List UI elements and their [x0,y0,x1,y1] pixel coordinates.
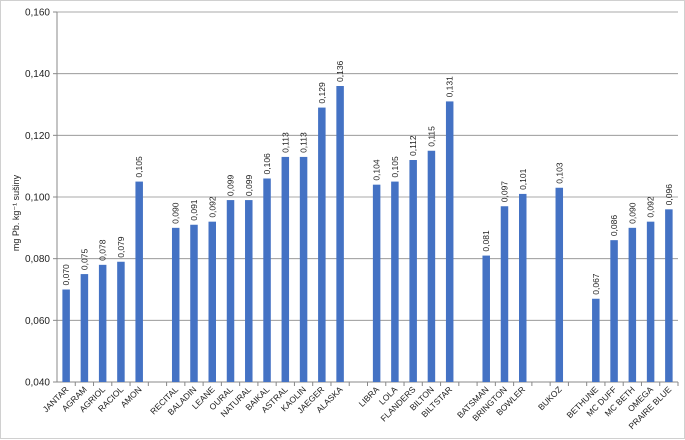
bar [171,227,180,382]
data-label: 0,075 [79,249,89,271]
bar [117,261,125,382]
data-label: 0,112 [408,135,418,156]
bar [135,181,143,382]
bar [519,193,527,382]
data-label: 0,131 [445,76,455,98]
data-label: 0,081 [481,230,491,252]
y-tick-label: 0,160 [25,8,50,19]
y-tick-label: 0,140 [25,69,50,80]
data-label: 0,097 [499,181,509,203]
bar [281,156,290,382]
bar [445,101,454,383]
y-tick-label: 0,080 [25,254,50,265]
data-label: 0,096 [664,184,674,206]
data-label: 0,090 [627,202,637,224]
y-tick-label: 0,040 [25,378,50,389]
gridlines [57,11,678,383]
data-label: 0,091 [189,199,199,221]
data-label: 0,129 [317,82,327,104]
data-label: 0,078 [98,239,108,261]
bar [665,209,673,382]
bar [318,107,326,382]
bar [226,200,235,382]
data-label: 0,067 [591,273,601,295]
data-label: 0,103 [554,162,564,184]
bar [592,298,600,382]
data-label: 0,105 [390,156,400,178]
bar [500,206,509,382]
data-label: 0,086 [609,215,619,237]
data-label: 0,092 [646,196,656,218]
y-axis-title: mg Pb. kg⁻¹ sušiny [11,174,21,251]
bars [62,86,673,383]
x-category-label: LIBRA [357,384,382,409]
bar [336,86,344,382]
bar [372,184,381,382]
data-label: 0,090 [171,202,181,224]
bar [245,200,253,382]
bar [555,187,564,382]
data-label: 0,092 [207,196,217,218]
data-label: 0,136 [335,60,345,82]
bar [62,289,70,382]
x-category-label: AMON [119,384,144,409]
bar [80,274,89,382]
y-tick-labels: 0,040 0,060 0,080 0,100 0,120 0,140 0,160 [25,8,50,389]
bar [610,240,618,382]
y-tick-label: 0,120 [25,131,50,142]
data-label: 0,115 [426,126,436,147]
data-label: 0,113 [299,132,309,153]
data-labels: 0,070 0,075 0,078 0,079 0,105 0,090 0,091 0,092… [61,60,674,294]
bar [409,160,417,382]
y-tick-label: 0,100 [25,193,50,204]
x-category-label: BUKOZ [536,384,564,412]
data-label: 0,099 [244,175,254,197]
bar [299,156,308,382]
y-tick-label: 0,060 [25,316,50,327]
bar [391,181,399,382]
data-label: 0,079 [116,236,126,258]
data-label: 0,106 [262,153,272,175]
bar [190,224,198,382]
data-label: 0,101 [518,168,528,190]
bar [208,221,216,382]
data-label: 0,099 [226,175,236,197]
bar [646,221,655,382]
bar [427,150,436,382]
data-label: 0,070 [61,264,71,286]
bar [628,227,637,382]
axes [53,11,679,386]
data-label: 0,113 [280,132,290,153]
data-label: 0,105 [134,156,144,178]
bar [482,255,490,382]
bar [98,264,107,382]
bar [263,178,271,382]
data-label: 0,104 [372,159,382,181]
